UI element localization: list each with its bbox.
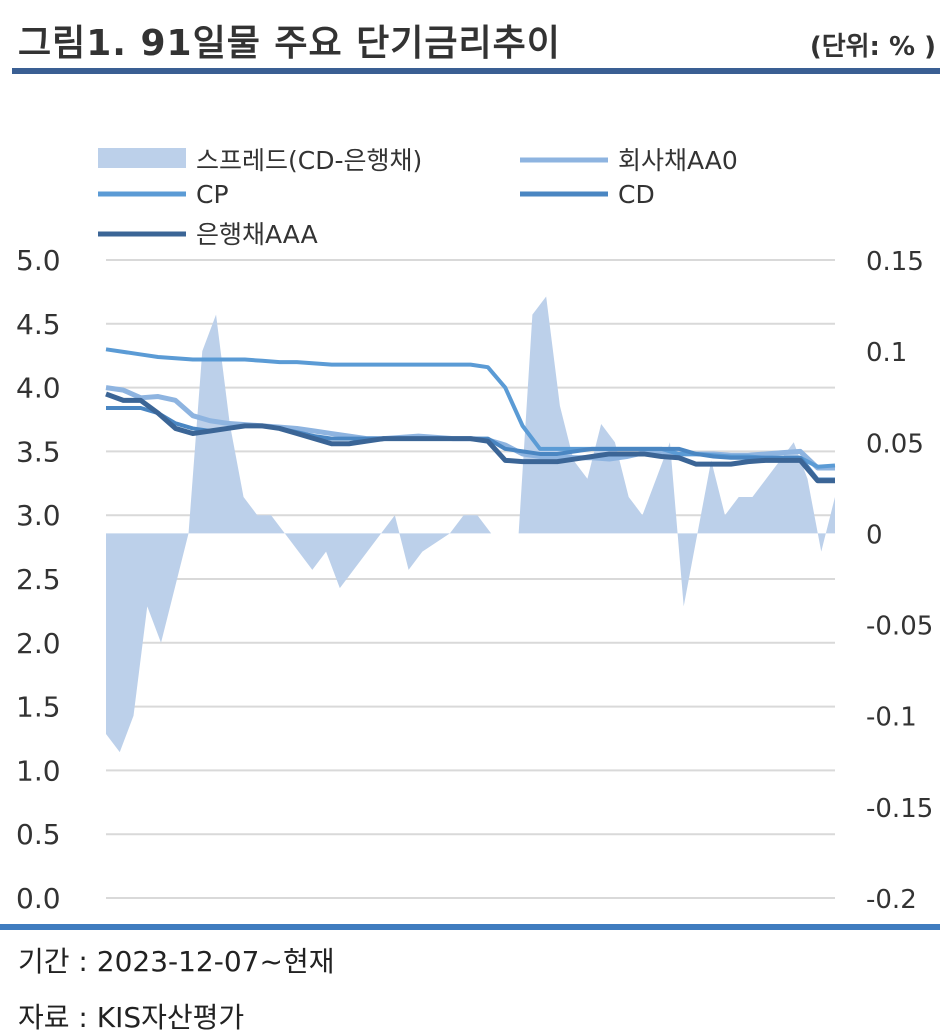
top-rule — [12, 68, 940, 74]
right-tick-label: -0.15 — [866, 794, 933, 824]
right-tick-label: -0.05 — [866, 612, 933, 642]
unit-label: (단위: % ) — [809, 32, 936, 62]
left-tick-label: 4.5 — [16, 308, 61, 341]
source-note: 자료 : KIS자산평가 — [18, 1001, 245, 1034]
right-tick-label: -0.2 — [866, 885, 917, 915]
left-tick-label: 1.0 — [16, 754, 61, 787]
left-tick-label: 2.0 — [16, 627, 61, 660]
legend-swatch — [98, 148, 186, 168]
left-tick-label: 0.0 — [16, 882, 61, 915]
chart-header: 그림1. 91일물 주요 단기금리추이 (단위: % ) — [0, 0, 940, 80]
right-tick-label: 0 — [866, 520, 883, 550]
left-tick-label: 5.0 — [16, 244, 61, 277]
period-note: 기간 : 2023-12-07~현재 — [18, 945, 335, 978]
left-tick-label: 2.5 — [16, 563, 61, 596]
right-tick-label: 0.05 — [866, 429, 924, 459]
left-tick-label: 0.5 — [16, 818, 61, 851]
legend-label: 회사채AA0 — [618, 146, 738, 175]
legend-label: 은행채AAA — [196, 220, 318, 249]
legend-label: CD — [618, 180, 655, 209]
left-tick-label: 4.0 — [16, 372, 61, 405]
rate-chart: 0.0 0.5 1.0 1.5 2.0 2.5 3.0 3.5 4.0 4.5 5.0 -0.2 -0.… — [16, 146, 933, 915]
spread-area — [106, 296, 835, 753]
right-tick-label: 0.15 — [866, 247, 924, 277]
left-tick-label: 3.5 — [16, 435, 61, 468]
left-tick-label: 3.0 — [16, 499, 61, 532]
left-tick-label: 1.5 — [16, 691, 61, 724]
legend-label: CP — [196, 180, 229, 209]
legend-label: 스프레드(CD-은행채) — [196, 146, 422, 175]
series-line — [105, 391, 835, 484]
right-tick-label: 0.1 — [866, 338, 907, 368]
right-tick-label: -0.1 — [866, 703, 917, 733]
chart-title: 그림1. 91일물 주요 단기금리추이 — [18, 23, 561, 64]
bottom-rule — [0, 924, 940, 930]
